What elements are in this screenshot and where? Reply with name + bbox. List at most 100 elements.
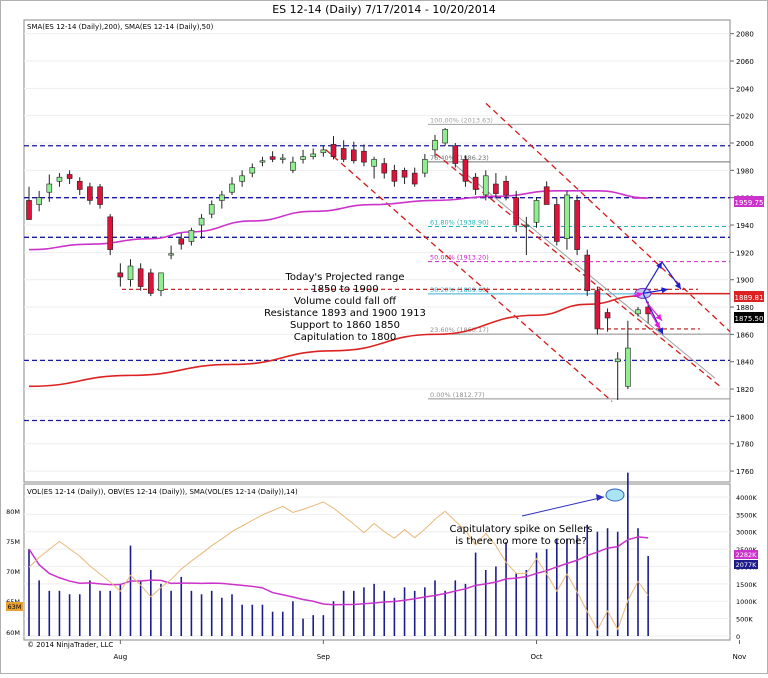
- candle-up: [614, 358, 621, 363]
- obv-tick-label: 80M: [6, 508, 20, 516]
- right-tag-text: 2282K: [736, 551, 758, 559]
- candle-up: [279, 157, 286, 160]
- price-tick-label: 1780: [736, 441, 754, 449]
- arrow-up-target-head: [656, 261, 662, 269]
- sma50-line: [28, 190, 649, 251]
- candle-down: [604, 312, 611, 319]
- candle-down: [340, 148, 347, 160]
- candle-down: [148, 272, 154, 294]
- price-panel: [23, 19, 731, 483]
- fib-level-label: 0.00% (1812.77): [430, 391, 485, 399]
- projected-range-annotation: Today's Projected range 1850 to 1900 Vol…: [264, 272, 426, 343]
- candle-down: [584, 254, 591, 291]
- candle-up: [198, 217, 205, 226]
- volume-tick-label: 1000K: [736, 598, 758, 606]
- obv-tick-label: 60M: [6, 629, 20, 637]
- candle-up: [371, 159, 377, 167]
- sma-indicator-label: SMA(ES 12-14 (Daily),200), SMA(ES 12-14 …: [27, 23, 214, 31]
- annotation-line: Volume could fall off: [294, 296, 397, 307]
- candle-down: [553, 204, 560, 242]
- price-axis: 1760 1780 1800 1820 1840 1860 1880 1900 1920 1940…: [730, 31, 754, 476]
- price-tag-sma50: 1959.75: [734, 196, 764, 207]
- candle-down: [645, 306, 651, 315]
- arrow-magenta-2-head: [655, 313, 662, 321]
- candle-down: [493, 183, 499, 194]
- fib-level-label: 61.80% (1938.90): [430, 219, 489, 227]
- candle-down: [97, 186, 103, 205]
- price-tick-label: 1880: [736, 304, 754, 312]
- volume-panel: [23, 483, 731, 641]
- candle-up: [290, 161, 296, 171]
- price-tag-text: 1875.50: [735, 315, 764, 323]
- chart-title: ES 12-14 (Daily) 7/17/2014 - 10/20/2014: [272, 3, 496, 16]
- price-tick-label: 1920: [736, 249, 754, 257]
- candle-up: [635, 309, 641, 315]
- candle-down: [401, 170, 408, 178]
- volume-tick-label: 3000K: [736, 529, 758, 537]
- candle-down: [513, 197, 520, 226]
- obv-line: [28, 501, 649, 632]
- price-tick-label: 1940: [736, 222, 754, 230]
- price-tick-label: 2020: [736, 113, 754, 121]
- price-tick-label: 1900: [736, 277, 754, 285]
- candle-up: [158, 272, 164, 291]
- candle-down: [107, 216, 113, 250]
- annotation-line: Support to 1860 1850: [290, 320, 400, 331]
- price-tick-label: 1820: [736, 386, 754, 394]
- price-tick-label: 2040: [736, 85, 754, 93]
- candle-down: [543, 186, 550, 205]
- candle-down: [117, 272, 124, 278]
- candle-down: [87, 186, 93, 201]
- candle-down: [462, 159, 469, 182]
- candle-up: [36, 197, 42, 205]
- fibonacci-retracement: 100.00% (2013.63) 76.40% (1986.23) 61.80% …: [122, 116, 730, 400]
- candle-up: [442, 129, 448, 144]
- candle-down: [472, 176, 479, 190]
- volume-tick-label: 0: [736, 633, 740, 641]
- candle-up: [259, 160, 266, 163]
- arrow-down-target-head: [657, 327, 663, 335]
- candlesticks: [26, 127, 651, 400]
- candle-up: [310, 153, 317, 157]
- projection-arrows: [631, 261, 682, 335]
- candle-down: [66, 174, 73, 179]
- price-tag-text: 1889.81: [735, 294, 764, 302]
- channel-line: [325, 149, 613, 402]
- annotation-line: is there no more to come?: [455, 536, 587, 547]
- candle-up: [229, 183, 235, 193]
- annotation-line: 1850 to 1900: [311, 284, 378, 295]
- arrow-magenta-3-head: [654, 321, 660, 329]
- candle-up: [127, 265, 134, 281]
- candle-down: [350, 149, 357, 162]
- volume-left-tag: 63M: [6, 602, 23, 611]
- copyright-text: © 2014 NinjaTrader, LLC: [27, 641, 113, 649]
- candle-up: [422, 159, 428, 174]
- price-tick-label: 1980: [736, 167, 754, 175]
- volume-right-tags: 2282K 2077K: [734, 550, 758, 569]
- candle-up: [300, 156, 306, 160]
- fib-level-label: 38.20% (1889.60): [430, 286, 489, 294]
- candle-down: [330, 144, 337, 157]
- candle-down: [381, 163, 388, 174]
- volume-tick-label: 4000K: [736, 494, 758, 502]
- fib-level-label: 76.40% (1986.23): [430, 154, 489, 162]
- volume-tick-label: 1500K: [736, 581, 758, 589]
- channel-line: [485, 102, 731, 333]
- candle-up: [533, 200, 540, 223]
- candle-down: [76, 180, 83, 190]
- candle-up: [168, 253, 174, 256]
- date-tick-label: Aug: [114, 653, 128, 661]
- obv-tick-label: 70M: [6, 568, 20, 576]
- arrow-right-target-head: [661, 287, 668, 294]
- candle-up: [432, 139, 438, 151]
- candle-down: [503, 180, 509, 196]
- candle-down: [574, 200, 580, 250]
- volume-tick-label: 500K: [736, 616, 753, 624]
- left-tag-text: 63M: [8, 603, 22, 611]
- candle-up: [625, 347, 631, 387]
- price-tick-label: 1840: [736, 359, 754, 367]
- price-tag-last: 1875.50: [734, 312, 764, 323]
- candle-down: [411, 172, 418, 185]
